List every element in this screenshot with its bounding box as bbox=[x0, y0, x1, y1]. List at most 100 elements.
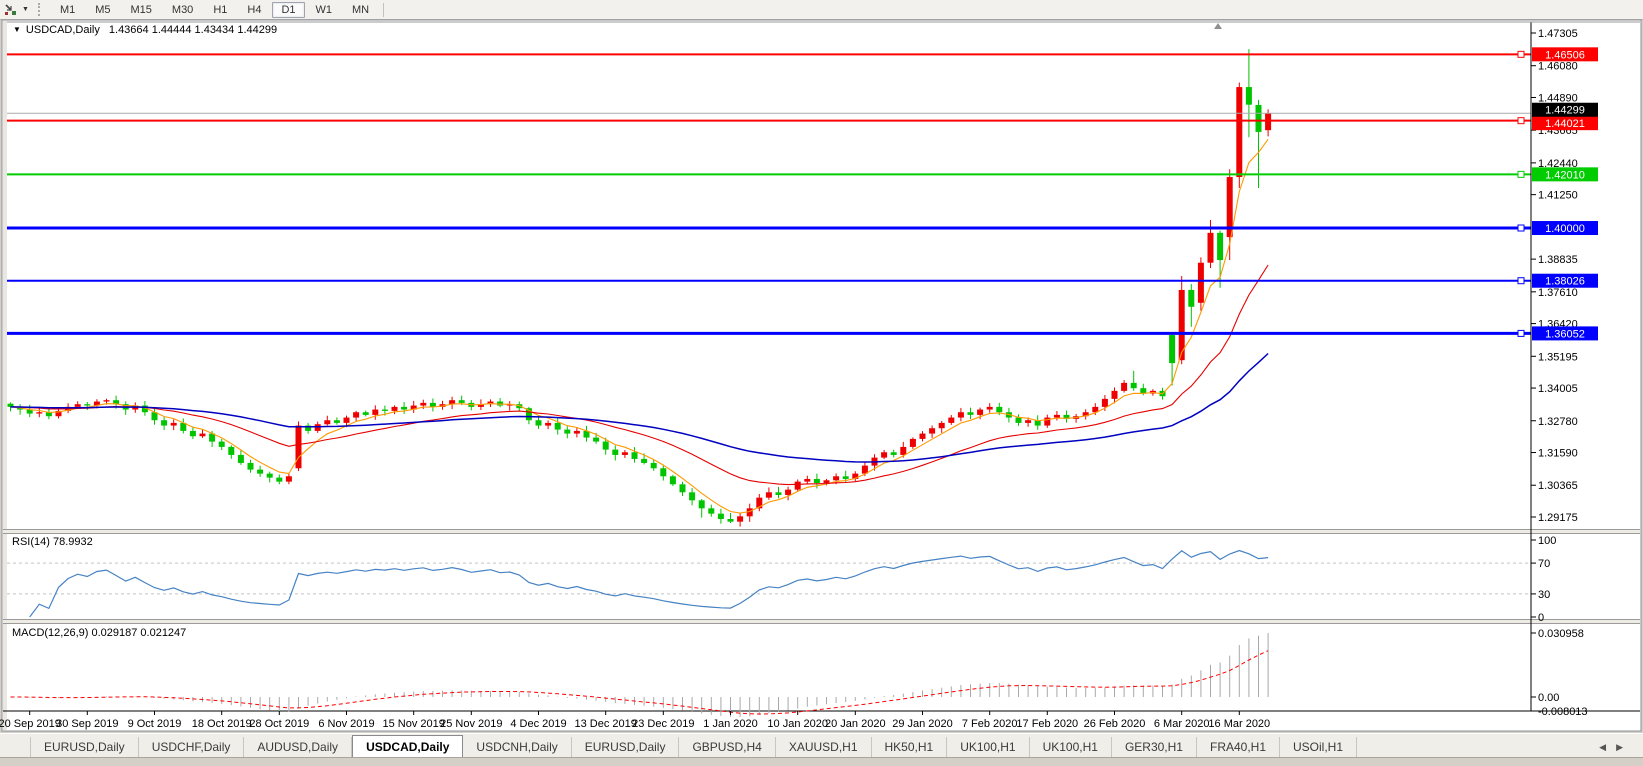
price-badge-1.44021-text: 1.44021 bbox=[1545, 118, 1585, 130]
candle-body bbox=[564, 429, 571, 434]
date-tick-label: 25 Nov 2019 bbox=[440, 718, 502, 730]
candle-body bbox=[84, 404, 91, 406]
candle-body bbox=[1111, 390, 1118, 399]
macd-indicator-label: MACD(12,26,9) 0.029187 0.021247 bbox=[12, 627, 187, 639]
tab-scroll-right-icon[interactable]: ▶ bbox=[1616, 742, 1633, 752]
candle-body bbox=[391, 406, 398, 411]
candle-body bbox=[986, 406, 993, 410]
chart-tab-uk100-h1[interactable]: UK100,H1 bbox=[947, 737, 1030, 758]
timeframe-buttons: M1 M5 M15 M30 H1 H4 D1 W1 MN bbox=[50, 1, 379, 18]
candle-body bbox=[151, 412, 158, 421]
date-tick-label: 10 Jan 2020 bbox=[767, 718, 828, 730]
candle-body bbox=[218, 441, 225, 447]
splitter-main-rsi[interactable] bbox=[3, 529, 1640, 534]
candle-body bbox=[996, 406, 1003, 413]
chart-tab-fra40-h1[interactable]: FRA40,H1 bbox=[1197, 737, 1281, 758]
candle-body bbox=[957, 412, 964, 418]
chart-tab-xauusd-h1[interactable]: XAUUSD,H1 bbox=[776, 737, 872, 758]
timeframe-button-h1[interactable]: H1 bbox=[213, 3, 228, 16]
timeframe-button-m15[interactable]: M15 bbox=[130, 3, 152, 16]
hline-handle[interactable] bbox=[1517, 50, 1525, 58]
candle-body bbox=[1178, 289, 1185, 361]
chart-profile-icon[interactable] bbox=[0, 1, 22, 18]
hline-1.38026[interactable] bbox=[7, 277, 1531, 285]
candle-body bbox=[545, 422, 552, 426]
hline-1.44021[interactable] bbox=[7, 117, 1531, 125]
chart-tab-usdcad-daily[interactable]: USDCAD,Daily bbox=[352, 735, 464, 758]
candle-body bbox=[1188, 289, 1195, 307]
candle-body bbox=[794, 481, 801, 490]
candle-body bbox=[228, 446, 235, 455]
date-tick-label: 30 Sep 2019 bbox=[56, 718, 118, 730]
candle-body bbox=[717, 513, 724, 520]
price-badge-1.46506-bg bbox=[1532, 47, 1598, 62]
candle-body bbox=[295, 425, 302, 469]
candle-body bbox=[429, 402, 436, 407]
hline-handle[interactable] bbox=[1517, 117, 1525, 125]
candle-body bbox=[1140, 388, 1147, 394]
date-tick-label: 4 Dec 2019 bbox=[510, 718, 566, 730]
price-tick-label: 1.32780 bbox=[1538, 416, 1578, 428]
candle-body bbox=[861, 465, 868, 474]
candle-body bbox=[1236, 87, 1243, 178]
hline-1.46506[interactable] bbox=[7, 50, 1531, 58]
hline-handle[interactable] bbox=[1517, 170, 1525, 178]
timeframe-button-h4[interactable]: H4 bbox=[247, 3, 262, 16]
chart-tab-usdcnh-daily[interactable]: USDCNH,Daily bbox=[463, 737, 572, 758]
chart-tab-uk100-h1[interactable]: UK100,H1 bbox=[1030, 737, 1112, 758]
hline-handle[interactable] bbox=[1517, 329, 1525, 337]
hline-1.36052[interactable] bbox=[7, 329, 1531, 337]
price-badge-1.38026: 1.38026 bbox=[1532, 273, 1598, 288]
toolbar-grip[interactable] bbox=[37, 3, 45, 16]
candle-body bbox=[189, 430, 196, 437]
chart-tab-ger30-h1[interactable]: GER30,H1 bbox=[1112, 737, 1197, 758]
chart-tab-eurusd-daily[interactable]: EURUSD,Daily bbox=[30, 737, 139, 758]
toolbar-dropdown-caret[interactable]: ▼ bbox=[22, 6, 29, 13]
chart-tab-audusd-daily[interactable]: AUDUSD,Daily bbox=[244, 737, 353, 758]
candle-body bbox=[305, 425, 312, 431]
candle-body bbox=[727, 519, 734, 522]
hline-1.40000[interactable] bbox=[7, 224, 1531, 232]
splitter-rsi-macd[interactable] bbox=[3, 619, 1640, 624]
date-tick-label: 7 Feb 2020 bbox=[962, 718, 1018, 730]
candle-body bbox=[621, 452, 628, 455]
chart-tab-gbpusd-h4[interactable]: GBPUSD,H4 bbox=[679, 737, 776, 758]
candle-body bbox=[199, 433, 206, 437]
chart-tab-usoil-h1[interactable]: USOil,H1 bbox=[1280, 737, 1358, 758]
timeframe-button-m30[interactable]: M30 bbox=[171, 3, 194, 16]
tab-scroll-left-icon[interactable]: ◀ bbox=[1599, 742, 1617, 752]
one-click-trading-caret[interactable]: ▼ bbox=[13, 25, 21, 34]
chart-tab-usdchf-daily[interactable]: USDCHF,Daily bbox=[139, 737, 245, 758]
price-tick-label: 1.35195 bbox=[1538, 351, 1578, 363]
timeframe-button-m5[interactable]: M5 bbox=[95, 3, 111, 16]
hline-handle[interactable] bbox=[1517, 277, 1525, 285]
candle-body bbox=[698, 500, 705, 509]
chart-shift-marker[interactable] bbox=[1214, 23, 1222, 29]
chart-tabs-bar: EURUSD,Daily USDCHF,Daily AUDUSD,Daily USDC… bbox=[0, 733, 1643, 758]
candle-body bbox=[1092, 406, 1099, 413]
candle-body bbox=[525, 408, 532, 421]
date-tick-label: 29 Jan 2020 bbox=[892, 718, 953, 730]
macd-tick-label: 0.00 bbox=[1538, 692, 1559, 704]
rsi-indicator-label: RSI(14) 78.9932 bbox=[12, 536, 93, 548]
chart-window-frame bbox=[1, 19, 1642, 732]
price-tick-label: 1.34005 bbox=[1538, 383, 1578, 395]
timeframe-button-d1[interactable]: D1 bbox=[272, 1, 305, 18]
hline-handle[interactable] bbox=[1517, 224, 1525, 232]
timeframe-button-w1[interactable]: W1 bbox=[315, 3, 333, 16]
candle-body bbox=[74, 404, 81, 407]
chart-tab-eurusd-daily[interactable]: EURUSD,Daily bbox=[572, 737, 680, 758]
hline-1.42010[interactable] bbox=[7, 170, 1531, 178]
chart-tab-hk50-h1[interactable]: HK50,H1 bbox=[872, 737, 948, 758]
price-badge-1.46506: 1.46506 bbox=[1532, 47, 1598, 62]
timeframe-button-mn[interactable]: MN bbox=[352, 3, 370, 16]
price-badge-1.44021-bg bbox=[1532, 116, 1598, 131]
timeframe-button-m1[interactable]: M1 bbox=[59, 3, 76, 16]
rsi-tick-label: 70 bbox=[1538, 558, 1550, 570]
candle-body bbox=[1169, 335, 1176, 364]
candle-body bbox=[420, 402, 427, 406]
chart-title: ▼ USDCAD,Daily 1.43664 1.44444 1.43434 1.4… bbox=[13, 24, 277, 36]
candle-body bbox=[7, 403, 14, 407]
